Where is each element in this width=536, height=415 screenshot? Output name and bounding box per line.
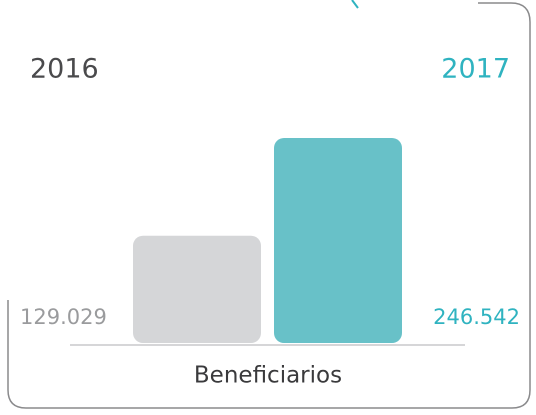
category-label: 2016: [30, 54, 99, 85]
bar: [133, 235, 261, 343]
x-axis-label: Beneficiarios: [194, 363, 342, 389]
category-label: 2017: [441, 54, 510, 85]
bar: [274, 138, 402, 343]
value-label: 246.542: [433, 305, 520, 329]
decoration: [351, 0, 359, 9]
frame: [7, 2, 531, 409]
value-label: 129.029: [20, 305, 107, 329]
